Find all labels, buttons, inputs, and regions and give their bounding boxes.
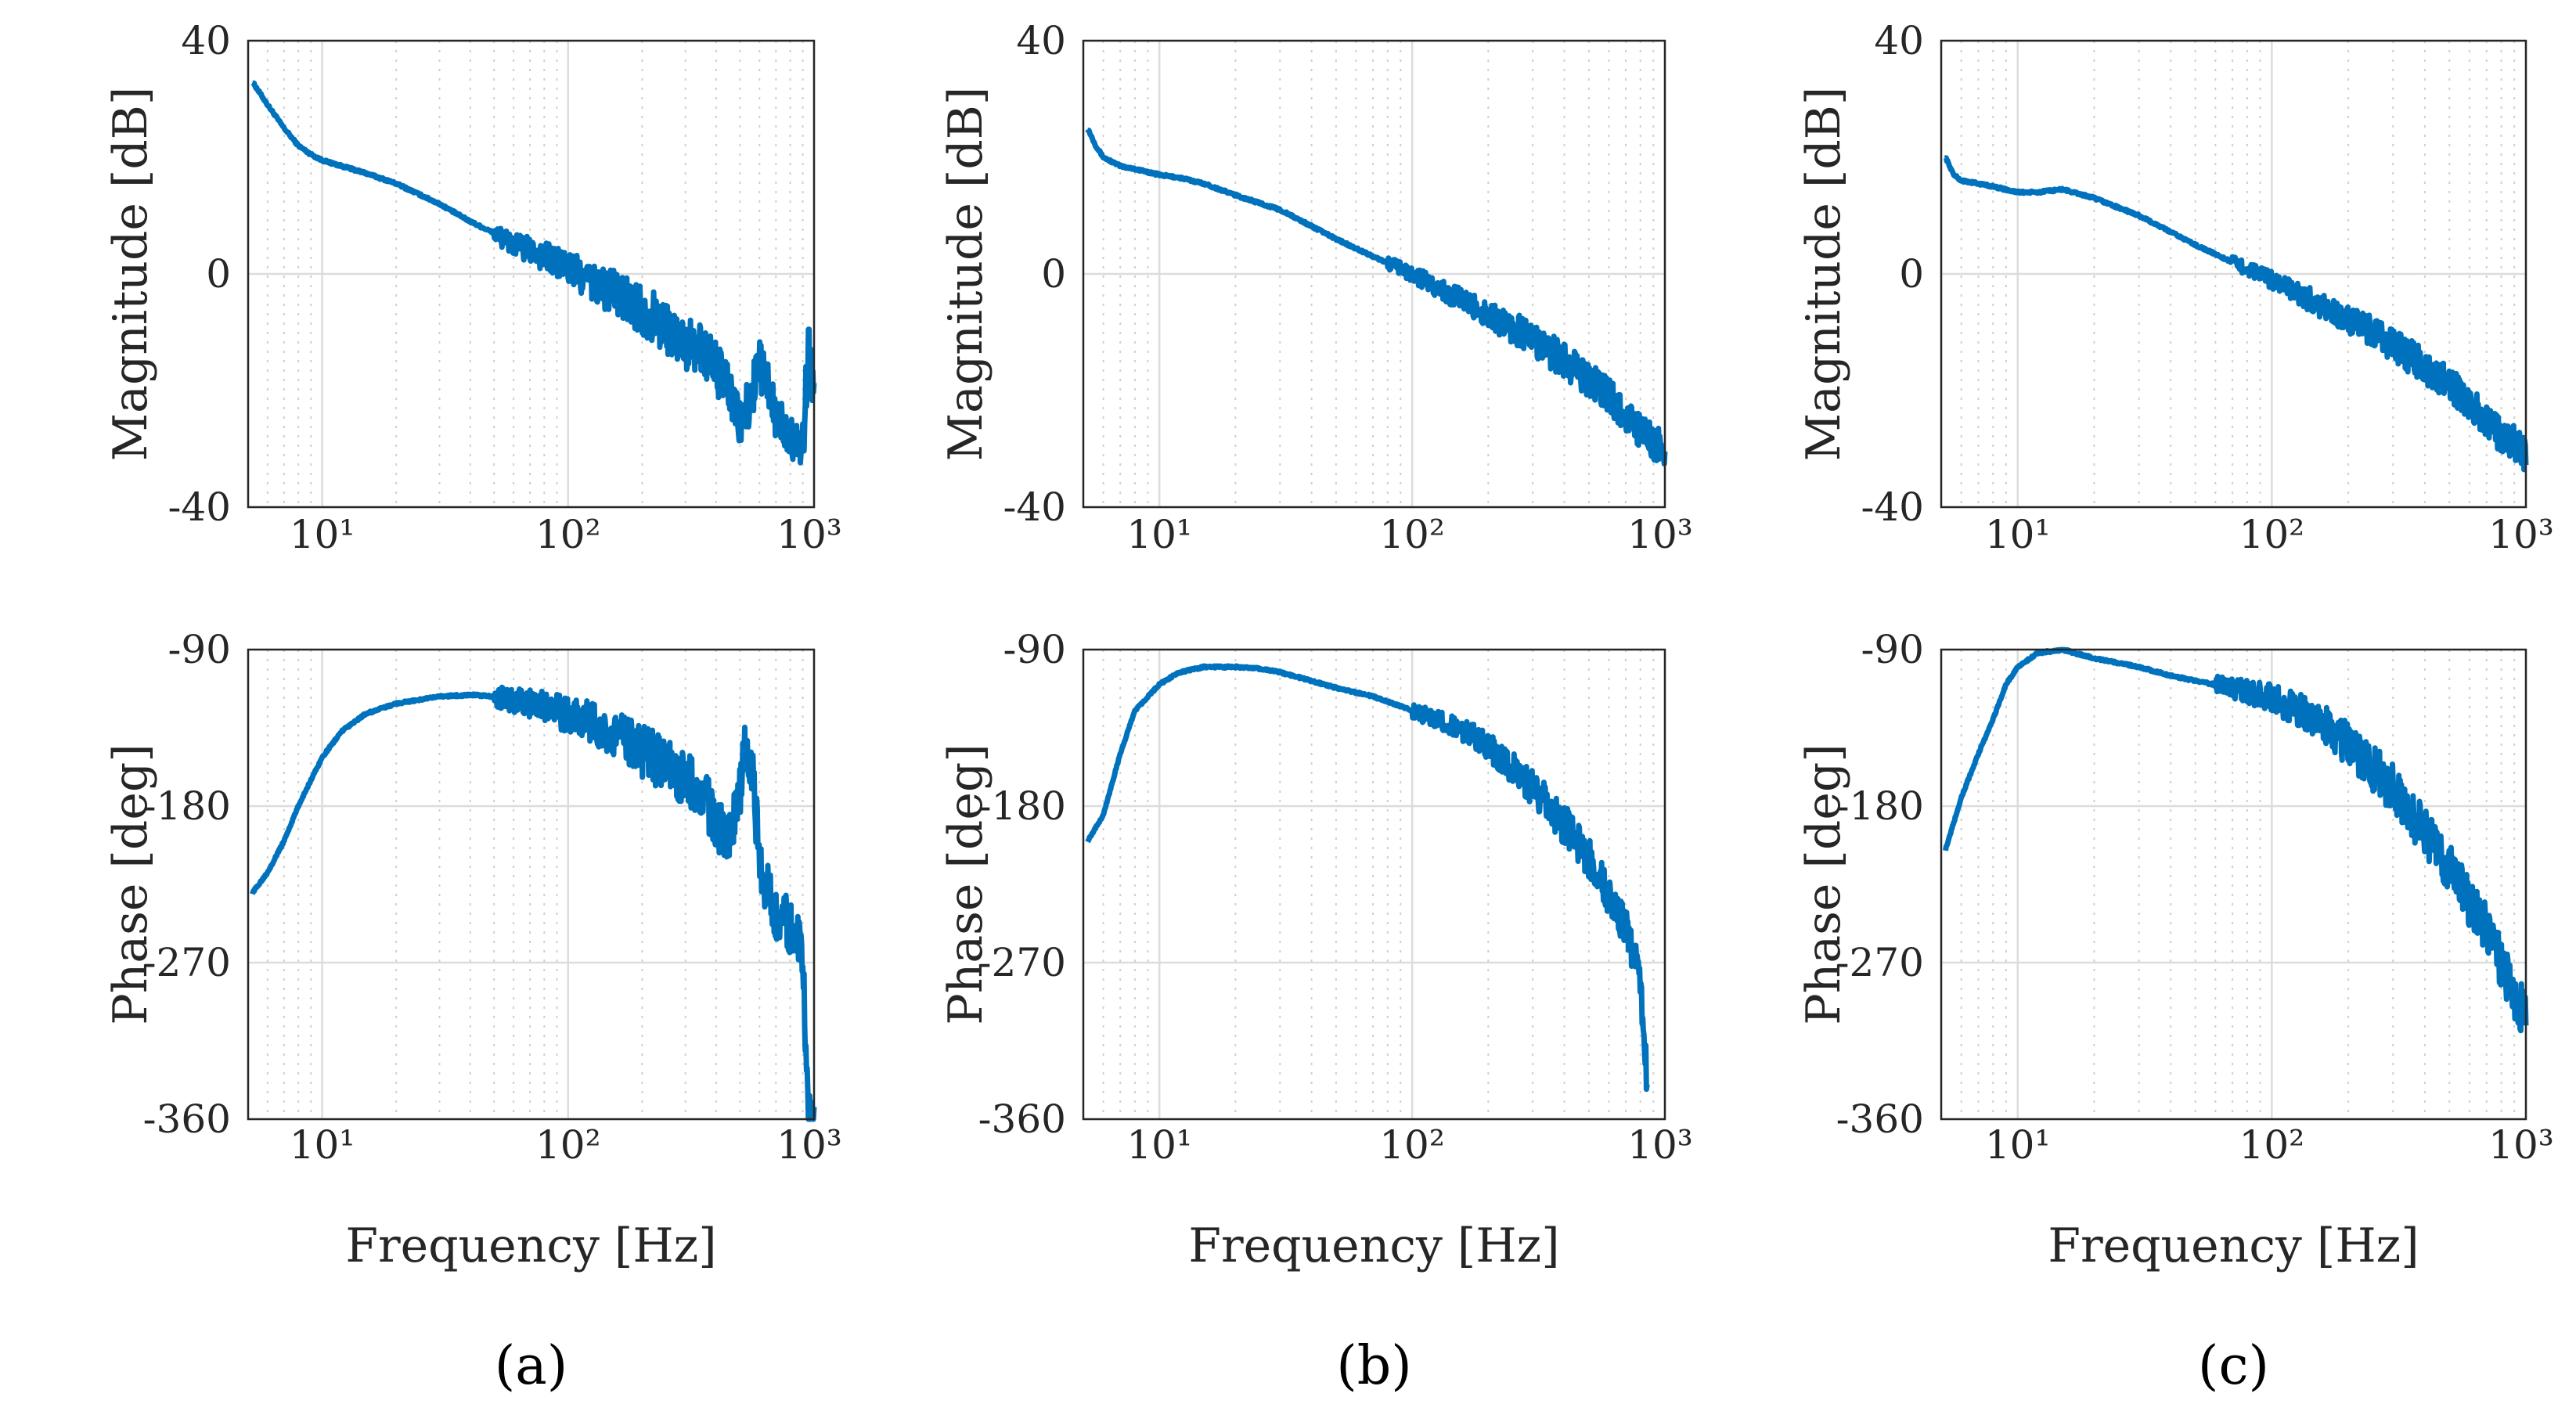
x-tick-label: 10³: [2488, 512, 2554, 557]
y-tick-label: -180: [1836, 783, 1924, 829]
magnitude-series-line: [1943, 155, 2529, 473]
x-tick-label: 10¹: [1985, 512, 2051, 557]
y-tick-label: -180: [143, 783, 231, 829]
axes-frame: [247, 648, 816, 1121]
y-axis-label: Phase [deg]: [103, 744, 158, 1024]
y-tick-label: 0: [1041, 251, 1066, 297]
y-axis-label: Magnitude [dB]: [103, 87, 158, 462]
y-tick-label: -360: [143, 1096, 231, 1142]
x-axis-label: Frequency [Hz]: [1188, 1219, 1559, 1273]
y-axis-label: Magnitude [dB]: [939, 87, 993, 462]
phase-series-line: [1085, 663, 1650, 1093]
grid: [248, 648, 816, 1121]
y-tick-label: -180: [978, 783, 1066, 829]
y-tick-label: -90: [1003, 627, 1066, 672]
x-tick-label: 10²: [1379, 1122, 1445, 1168]
grid: [1941, 39, 2527, 509]
x-tick-label: 10³: [776, 1122, 842, 1168]
x-tick-label: 10¹: [1985, 1122, 2051, 1168]
axes-frame: [1940, 39, 2527, 509]
x-tick-label: 10²: [535, 512, 601, 557]
grid: [1941, 648, 2527, 1121]
x-tick-label: 10¹: [290, 512, 355, 557]
x-axis-label: Frequency [Hz]: [345, 1219, 716, 1273]
y-tick-label: -360: [978, 1096, 1066, 1142]
x-tick-label: 10¹: [1126, 512, 1192, 557]
axes-frame: [247, 39, 816, 509]
panel-label: (a): [495, 1335, 568, 1397]
x-tick-label: 10²: [1379, 512, 1445, 557]
axes-frame: [1940, 648, 2527, 1121]
phase-plot: -90 -180 -270 -360 Phase [deg] 10¹ 10² 10³: [1796, 627, 2554, 1168]
x-tick-label: 10²: [535, 1122, 601, 1168]
y-tick-label: -270: [1836, 940, 1924, 985]
x-tick-label: 10²: [2239, 1122, 2305, 1168]
grid: [1083, 39, 1666, 509]
y-axis-label: Phase [deg]: [1796, 744, 1851, 1024]
magnitude-series-line: [250, 80, 817, 466]
y-tick-label: -270: [143, 940, 231, 985]
panel-label: (c): [2198, 1335, 2269, 1397]
x-tick-label: 10³: [776, 512, 842, 557]
x-tick-label: 10¹: [1126, 1122, 1192, 1168]
phase-series-line: [1943, 646, 2529, 1034]
grid: [248, 39, 816, 509]
panel-label: (b): [1336, 1335, 1412, 1397]
y-tick-label: 0: [1899, 251, 1924, 297]
phase-plot: -90 -180 -270 -360 Phase [deg] 10¹ 10² 10³: [103, 627, 842, 1168]
axes-frame: [1082, 648, 1666, 1121]
magnitude-series-line: [1085, 128, 1668, 467]
y-tick-label: 40: [181, 18, 231, 63]
x-tick-label: 10³: [1627, 512, 1693, 557]
phase-series-line: [250, 684, 817, 1122]
y-tick-label: 40: [1016, 18, 1066, 63]
axes-frame: [1082, 39, 1666, 509]
y-tick-label: -270: [978, 940, 1066, 985]
y-tick-label: -40: [168, 484, 231, 530]
y-axis-label: Phase [deg]: [939, 744, 993, 1024]
x-tick-label: 10³: [2488, 1122, 2554, 1168]
x-tick-label: 10³: [1627, 1122, 1693, 1168]
y-axis-label: Magnitude [dB]: [1796, 87, 1851, 462]
y-tick-label: 0: [206, 251, 231, 297]
x-axis-label: Frequency [Hz]: [2048, 1219, 2419, 1273]
y-tick-label: -360: [1836, 1096, 1924, 1142]
grid: [1083, 648, 1666, 1121]
y-tick-label: -40: [1861, 484, 1924, 530]
x-tick-label: 10¹: [290, 1122, 355, 1168]
y-tick-label: -40: [1003, 484, 1066, 530]
y-tick-label: 40: [1874, 18, 1924, 63]
y-tick-label: -90: [1861, 627, 1924, 672]
y-tick-label: -90: [168, 627, 231, 672]
x-tick-label: 10²: [2239, 512, 2305, 557]
phase-plot: -90 -180 -270 -360 Phase [deg] 10¹ 10² 10³: [939, 627, 1693, 1168]
